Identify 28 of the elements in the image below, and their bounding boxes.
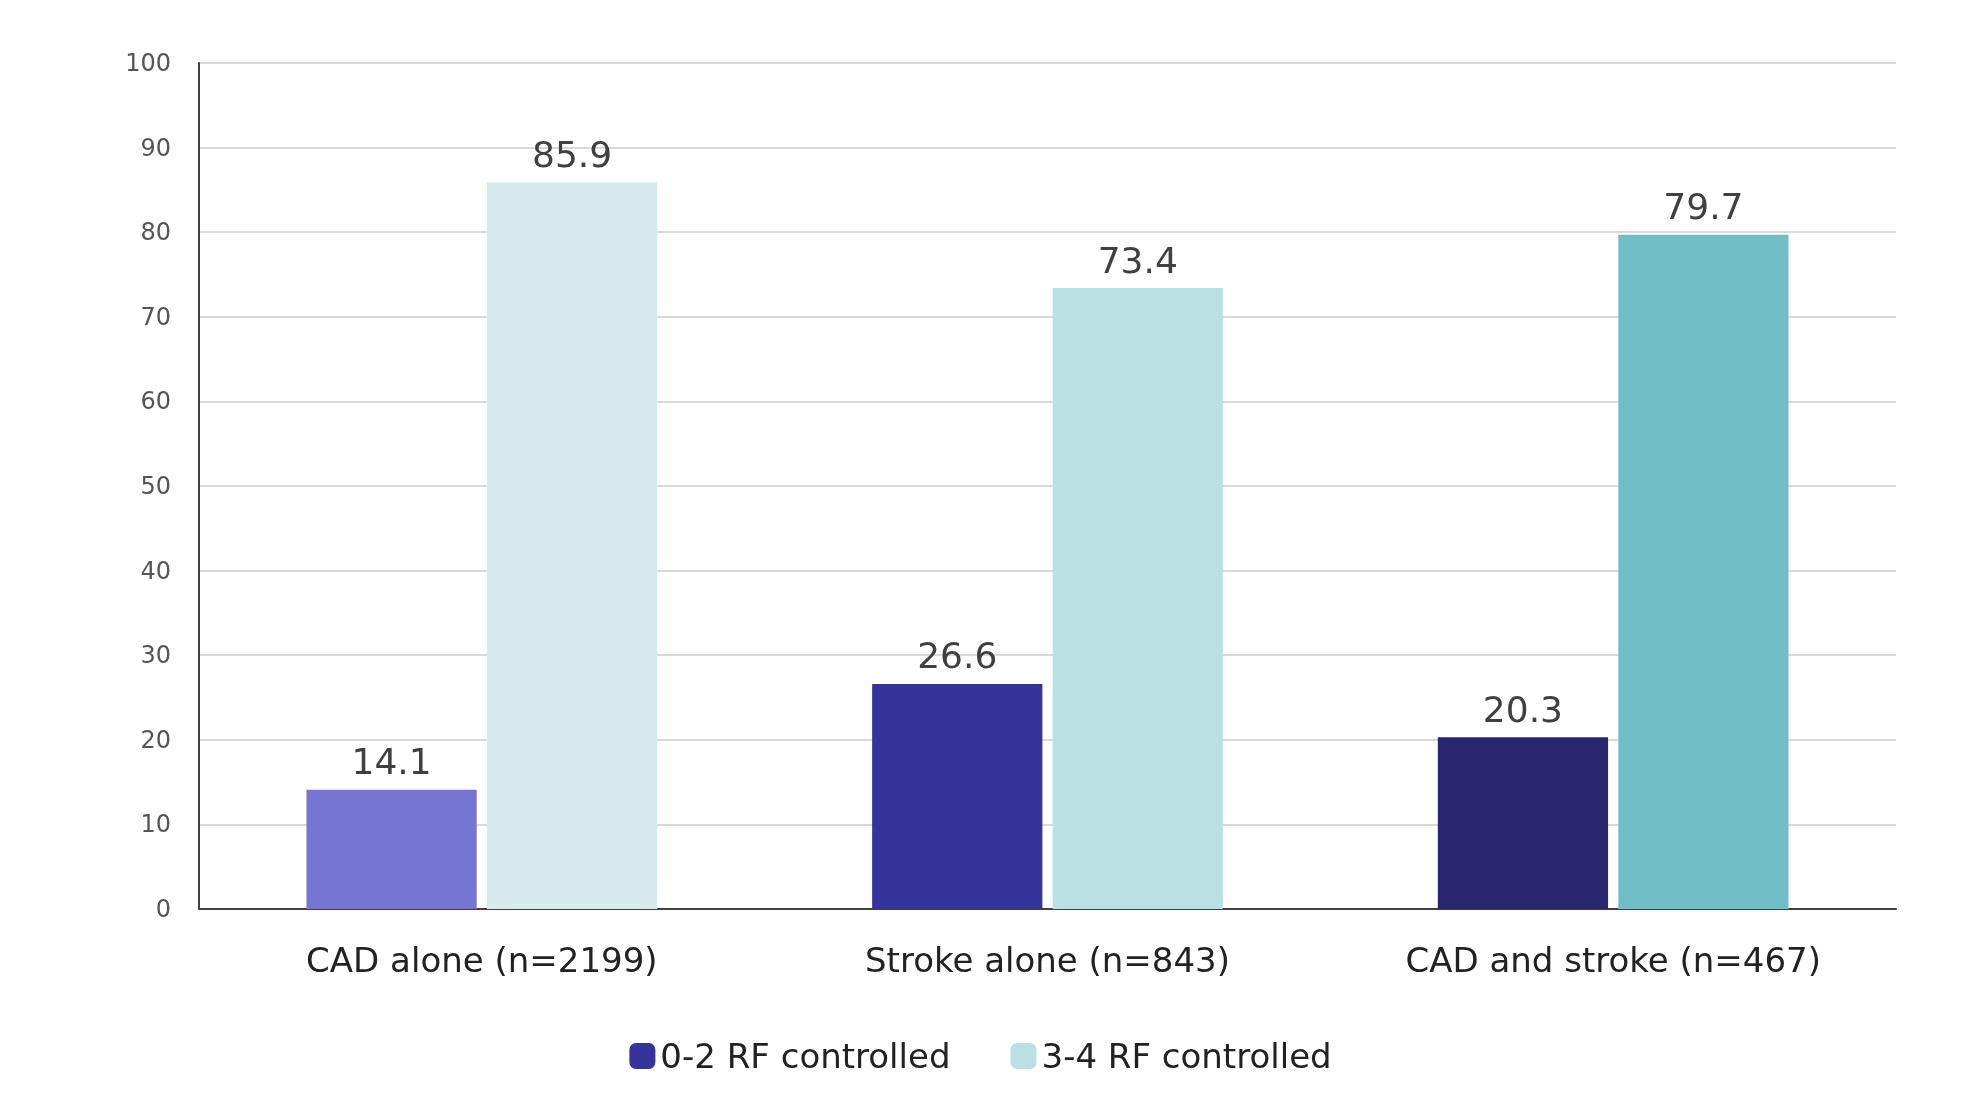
x-tick-label: CAD alone (n=2199) — [306, 940, 658, 980]
y-tick-label: 70 — [140, 302, 171, 331]
legend-label: 0-2 RF controlled — [660, 1036, 951, 1076]
y-tick-label: 100 — [125, 49, 171, 77]
legend-label: 3-4 RF controlled — [1041, 1036, 1332, 1076]
x-tick-label: CAD and stroke (n=467) — [1405, 940, 1821, 980]
y-tick-label: 10 — [140, 810, 171, 839]
bar — [872, 683, 1043, 909]
y-tick-label: 30 — [140, 641, 171, 670]
y-tick-label: 60 — [140, 387, 171, 416]
bar — [306, 789, 477, 909]
y-tick-label: 20 — [140, 725, 171, 754]
bar — [1437, 737, 1609, 909]
data-label: 26.6 — [917, 635, 998, 677]
bar — [1052, 288, 1223, 909]
y-tick-label: 40 — [140, 556, 171, 585]
data-label: 14.1 — [351, 741, 432, 783]
data-label: 73.4 — [1097, 239, 1178, 281]
data-label: 85.9 — [531, 133, 613, 175]
y-tick-label: 90 — [140, 133, 171, 162]
y-tick-label: 0 — [155, 895, 171, 923]
y-tick-label: 50 — [140, 472, 171, 500]
bar — [486, 182, 658, 909]
x-tick-label: Stroke alone (n=843) — [865, 940, 1230, 980]
y-tick-label: 80 — [140, 218, 171, 247]
bar — [1618, 234, 1789, 909]
data-label: 79.7 — [1663, 186, 1744, 228]
data-label: 20.3 — [1482, 688, 1564, 730]
